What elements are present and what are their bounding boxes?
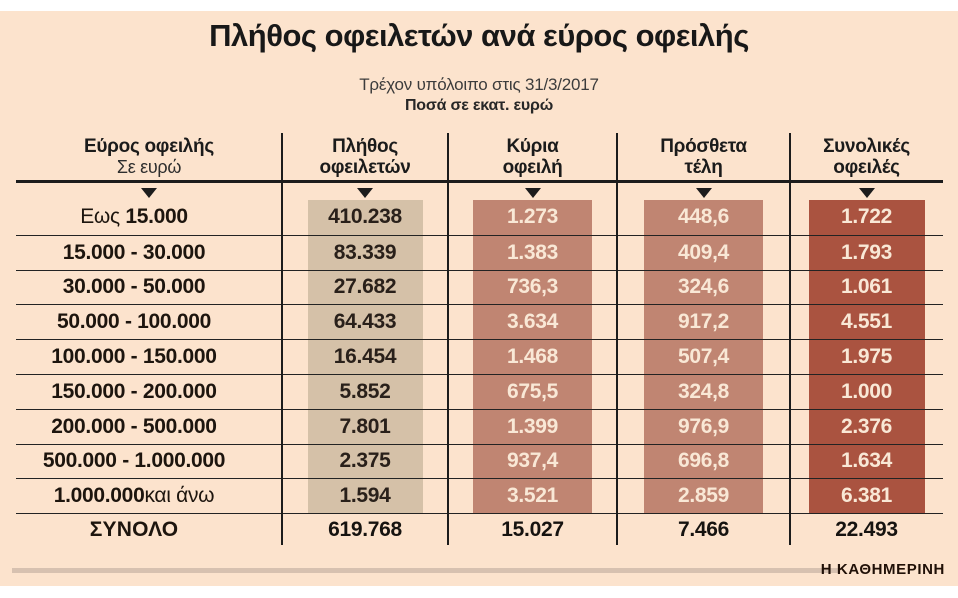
header-main-debt: Κύρια οφειλή	[448, 133, 617, 180]
triangle-down-icon	[357, 187, 373, 198]
header-line1: Εύρος οφειλής	[84, 135, 214, 157]
main-debt-value: 937,4	[473, 444, 592, 479]
total-label: ΣΥΝΟΛΟ	[89, 518, 179, 542]
units-note: Ποσά σε εκατ. ευρώ	[404, 97, 554, 114]
header-debtor-count: Πλήθος οφειλετών	[282, 133, 448, 180]
kathimerini-logo: Η ΚΑΘΗΜΕΡΙΝΗ	[820, 561, 945, 578]
header-line2: Σε ευρώ	[116, 156, 182, 177]
range-label: Εως 15.000	[80, 205, 188, 229]
table-row: 30.000 - 50.000 27.682 736,3 324,6 1.061	[16, 269, 943, 305]
debtors-value: 1.594	[307, 479, 423, 514]
table-row: 100.000 - 150.000 16.454 1.468 507,4 1.9…	[16, 339, 943, 374]
table-row: 200.000 - 500.000 7.801 1.399 976,9 2.37…	[16, 408, 943, 444]
fees-value: 448,6	[644, 200, 763, 235]
range-label: 500.000 - 1.000.000	[42, 449, 226, 473]
total-value: 6.381	[808, 479, 925, 514]
main-debt-value: 3.634	[473, 305, 592, 340]
fees-value: 696,8	[644, 444, 763, 479]
table-row: 50.000 - 100.000 64.433 3.634 917,2 4.55…	[16, 304, 943, 340]
main-debt-value: 1.399	[473, 409, 592, 444]
header-line1: Κύρια	[506, 135, 559, 157]
debtors-value: 64.433	[307, 305, 423, 340]
header-line1: Πρόσθετα	[660, 135, 747, 157]
subtitle: Τρέχον υπόλοιπο στις 31/3/2017	[359, 75, 599, 94]
total-value: 1.634	[808, 444, 925, 479]
header-total-debts: Συνολικές οφειλές	[790, 133, 943, 180]
debtors-value: 27.682	[307, 270, 423, 305]
total-total: 22.493	[835, 518, 898, 542]
main-debt-value: 675,5	[473, 374, 592, 409]
header-line1: Πλήθος	[332, 135, 398, 157]
column-divider	[616, 133, 618, 545]
total-value: 1.793	[808, 235, 925, 270]
fees-value: 324,8	[644, 374, 763, 409]
header-debt-range: Εύρος οφειλής Σε ευρώ	[16, 133, 282, 180]
debtors-table: Εύρος οφειλής Σε ευρώ Πλήθος οφειλετών Κ…	[16, 133, 943, 545]
main-debt-value: 736,3	[473, 270, 592, 305]
debtors-value: 2.375	[307, 444, 423, 479]
fees-value: 507,4	[644, 340, 763, 374]
debtors-value: 83.339	[307, 235, 423, 270]
column-divider	[789, 133, 791, 545]
table-row: 500.000 - 1.000.000 2.375 937,4 696,8 1.…	[16, 443, 943, 479]
range-label: 50.000 - 100.000	[56, 310, 211, 334]
debtors-value: 16.454	[307, 340, 423, 374]
branding-rule	[12, 568, 840, 573]
triangle-down-icon	[524, 187, 541, 198]
table-row: 150.000 - 200.000 5.852 675,5 324,8 1.00…	[16, 373, 943, 409]
header-line2: τέλη	[684, 156, 723, 178]
table-row: 15.000 - 30.000 83.339 1.383 409,4 1.793	[16, 234, 943, 270]
table-header-row: Εύρος οφειλής Σε ευρώ Πλήθος οφειλετών Κ…	[16, 133, 943, 183]
total-value: 4.551	[808, 305, 925, 340]
total-value: 2.376	[808, 409, 925, 444]
main-debt-value: 1.468	[473, 340, 592, 374]
debtors-value: 410.238	[307, 200, 423, 235]
range-label: 150.000 - 200.000	[51, 379, 217, 403]
table-row: Εως 15.000 410.238 1.273 448,6 1.722	[16, 200, 943, 235]
range-label: 1.000.000 και άνω	[53, 484, 215, 508]
total-value: 1.061	[808, 270, 925, 305]
table-total-row: ΣΥΝΟΛΟ 619.768 15.027 7.466 22.493	[16, 513, 943, 546]
fees-value: 917,2	[644, 305, 763, 340]
header-line2: οφειλετών	[319, 156, 411, 178]
triangle-down-icon	[858, 187, 875, 198]
column-pointer-row	[16, 183, 943, 200]
header-line2: οφειλές	[833, 156, 900, 178]
header-additional-fees: Πρόσθετα τέλη	[617, 133, 790, 180]
range-label: 100.000 - 150.000	[51, 345, 217, 369]
total-value: 1.722	[808, 200, 925, 235]
main-debt-total: 15.027	[501, 518, 564, 542]
column-divider	[447, 133, 449, 545]
debtors-total: 619.768	[328, 518, 402, 542]
header-line2: οφειλή	[502, 156, 563, 178]
triangle-down-icon	[695, 187, 712, 198]
table-row: 1.000.000 και άνω 1.594 3.521 2.859 6.38…	[16, 478, 943, 514]
main-debt-value: 1.273	[473, 200, 592, 235]
header-line1: Συνολικές	[823, 135, 910, 157]
column-divider	[281, 133, 283, 545]
total-value: 1.000	[808, 374, 925, 409]
fees-value: 976,9	[644, 409, 763, 444]
range-label: 30.000 - 50.000	[62, 275, 206, 299]
fees-value: 409,4	[644, 235, 763, 270]
range-label: 200.000 - 500.000	[51, 414, 217, 438]
main-debt-value: 1.383	[473, 235, 592, 270]
fees-total: 7.466	[677, 518, 730, 542]
fees-value: 324,6	[644, 270, 763, 305]
debtors-value: 5.852	[307, 374, 423, 409]
triangle-down-icon	[141, 187, 157, 198]
page-title: Πλήθος οφειλετών ανά εύρος οφειλής	[209, 18, 749, 53]
debtors-value: 7.801	[307, 409, 423, 444]
fees-value: 2.859	[644, 479, 763, 514]
total-value: 1.975	[808, 340, 925, 374]
main-debt-value: 3.521	[473, 479, 592, 514]
range-label: 15.000 - 30.000	[62, 240, 206, 264]
